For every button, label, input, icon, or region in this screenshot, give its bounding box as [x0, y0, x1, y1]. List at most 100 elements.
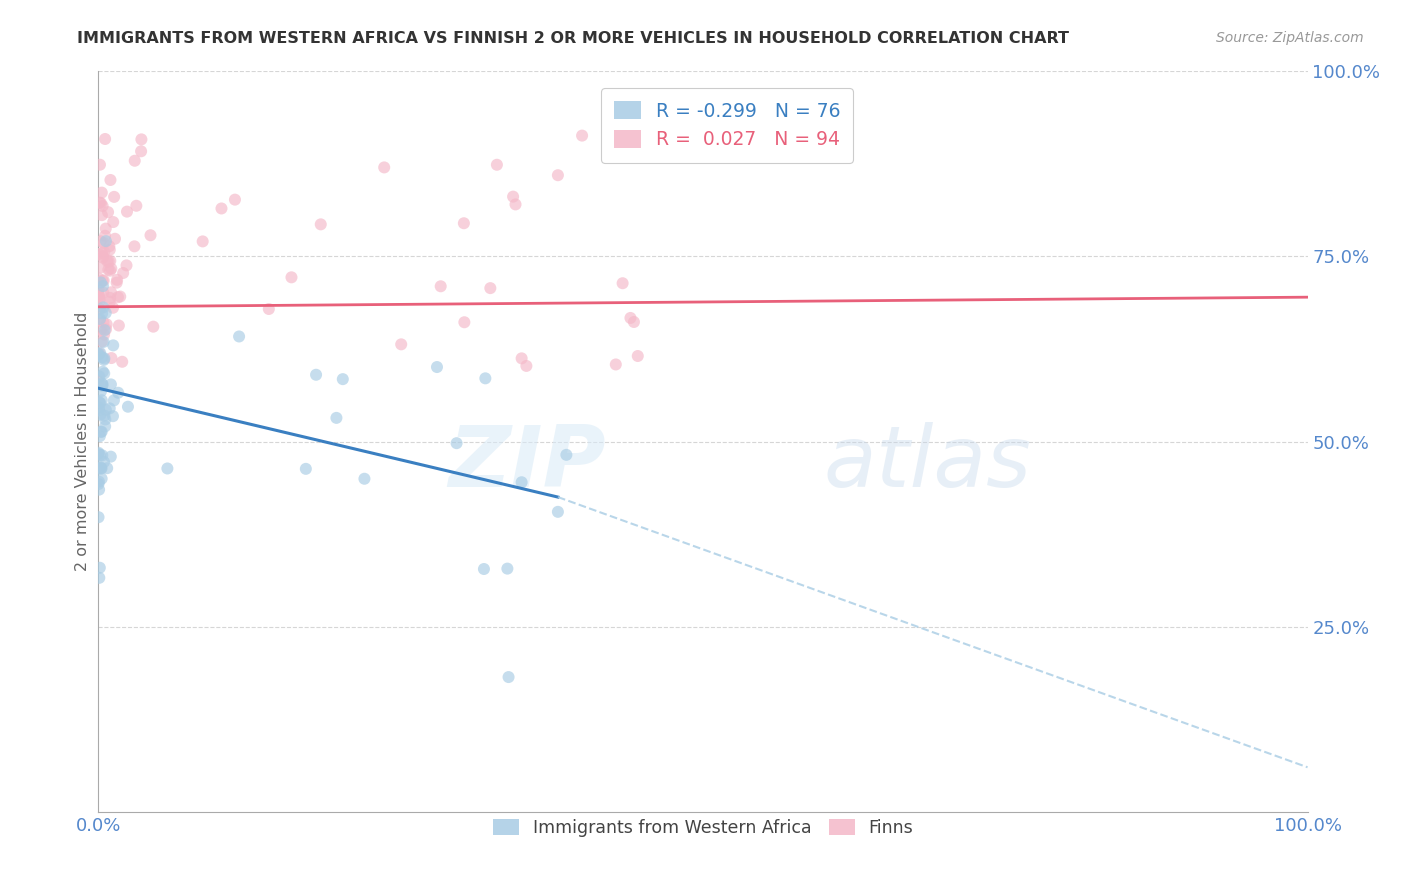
Point [90, 461, 112, 475]
Point [101, 301, 124, 315]
Point [91, 301, 114, 315]
Point [98, 294, 121, 309]
Point [98, 239, 121, 253]
Point [100, 377, 122, 392]
Point [90, 425, 112, 439]
Point [87, 347, 110, 361]
Point [353, 472, 375, 486]
Point [87, 283, 110, 297]
Point [505, 197, 527, 211]
Point [91, 285, 114, 300]
Point [472, 562, 495, 576]
Point [156, 461, 179, 475]
Point [280, 270, 302, 285]
Legend: Immigrants from Western Africa, Finns: Immigrants from Western Africa, Finns [485, 812, 921, 844]
Point [97, 262, 120, 277]
Point [89, 429, 111, 443]
Point [87, 374, 110, 388]
Point [89, 158, 111, 172]
Point [94, 132, 117, 146]
Point [453, 216, 475, 230]
Point [112, 266, 135, 280]
Point [474, 371, 496, 385]
Point [89, 369, 111, 384]
Point [105, 276, 128, 290]
Point [103, 190, 125, 204]
Point [89, 396, 111, 410]
Point [100, 261, 122, 276]
Point [571, 128, 593, 143]
Point [87, 446, 110, 460]
Point [104, 232, 127, 246]
Point [94, 402, 117, 417]
Point [103, 393, 125, 408]
Point [87, 477, 110, 491]
Point [90, 260, 112, 275]
Point [90, 393, 112, 408]
Point [90, 186, 112, 200]
Point [510, 351, 533, 366]
Point [90, 425, 112, 439]
Point [98, 401, 121, 416]
Point [224, 193, 246, 207]
Point [96, 461, 118, 475]
Point [91, 279, 114, 293]
Point [91, 365, 114, 379]
Point [91, 351, 114, 365]
Point [91, 199, 114, 213]
Point [124, 153, 146, 168]
Point [479, 281, 502, 295]
Point [623, 315, 645, 329]
Point [89, 346, 111, 360]
Point [96, 254, 118, 268]
Point [89, 294, 111, 309]
Point [485, 158, 508, 172]
Point [89, 195, 111, 210]
Point [94, 221, 117, 235]
Point [94, 228, 117, 243]
Point [91, 249, 114, 263]
Text: ZIP: ZIP [449, 422, 606, 505]
Point [555, 448, 578, 462]
Point [389, 337, 412, 351]
Point [87, 403, 110, 417]
Point [510, 475, 533, 490]
Point [93, 323, 115, 337]
Point [93, 367, 115, 381]
Point [90, 276, 112, 290]
Point [93, 315, 115, 329]
Point [103, 338, 125, 352]
Point [93, 455, 115, 469]
Point [98, 253, 121, 268]
Point [89, 291, 111, 305]
Point [89, 346, 111, 360]
Point [87, 401, 110, 415]
Point [257, 301, 280, 316]
Point [373, 161, 395, 175]
Point [91, 274, 114, 288]
Point [89, 312, 111, 326]
Point [91, 379, 114, 393]
Point [98, 243, 121, 257]
Point [87, 348, 110, 362]
Point [515, 359, 537, 373]
Point [325, 410, 347, 425]
Point [100, 450, 122, 464]
Point [110, 289, 132, 303]
Point [107, 385, 129, 400]
Point [117, 400, 139, 414]
Point [90, 461, 112, 475]
Point [87, 247, 110, 261]
Point [91, 251, 114, 265]
Point [89, 460, 111, 475]
Point [87, 510, 110, 524]
Point [90, 196, 112, 211]
Y-axis label: 2 or more Vehicles in Household: 2 or more Vehicles in Household [75, 312, 90, 571]
Point [97, 254, 120, 268]
Point [142, 319, 165, 334]
Point [91, 377, 114, 392]
Point [87, 475, 110, 489]
Point [108, 318, 131, 333]
Point [89, 301, 111, 316]
Point [98, 263, 121, 277]
